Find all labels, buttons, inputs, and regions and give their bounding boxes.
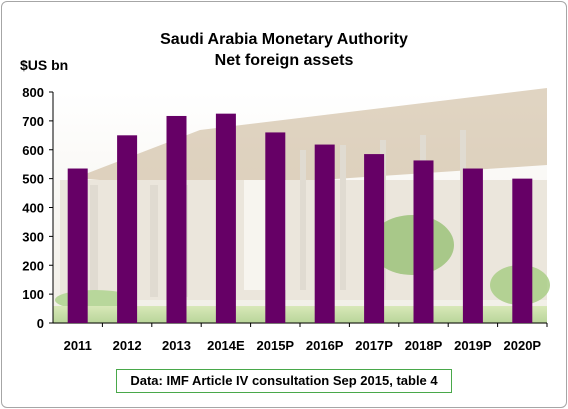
y-ticks: 0 100 200 300 400 500 600 700 800 xyxy=(22,85,53,331)
bar-2014E xyxy=(215,113,236,323)
y-tick-label: 700 xyxy=(22,114,44,129)
source-note: Data: IMF Article IV consultation Sep 20… xyxy=(116,369,452,393)
x-tick-label: 2020P xyxy=(504,338,542,353)
x-ticks: 2011 2012 2013 2014E 2015P 2016P 2017P 2018P 201… xyxy=(64,323,548,353)
x-tick-label: 2018P xyxy=(405,338,443,353)
bar-2015P xyxy=(265,132,286,323)
y-tick-label: 300 xyxy=(22,229,44,244)
bars xyxy=(67,113,533,323)
bar-2011 xyxy=(67,168,88,323)
y-tick-label: 200 xyxy=(22,258,44,273)
x-tick-label: 2013 xyxy=(162,338,191,353)
bar-2017P xyxy=(364,154,385,323)
x-tick-label: 2015P xyxy=(257,338,295,353)
bar-2016P xyxy=(314,144,335,323)
y-axis-label: $US bn xyxy=(20,57,69,73)
x-tick-label: 2012 xyxy=(113,338,142,353)
y-tick-label: 600 xyxy=(22,143,44,158)
x-tick-label: 2011 xyxy=(64,338,92,353)
bar-2018P xyxy=(413,160,434,323)
y-tick-label: 400 xyxy=(22,201,44,216)
y-tick-label: 500 xyxy=(22,172,44,187)
chart-subtitle: Net foreign assets xyxy=(214,52,354,69)
x-tick-label: 2017P xyxy=(355,338,393,353)
y-tick-label: 0 xyxy=(37,316,44,331)
chart-title: Saudi Arabia Monetary Authority xyxy=(160,31,408,48)
x-tick-label: 2016P xyxy=(306,338,344,353)
x-tick-label: 2014E xyxy=(207,338,245,353)
bar-2020P xyxy=(512,178,533,323)
bar-2019P xyxy=(462,168,483,323)
bar-2013 xyxy=(166,115,187,323)
y-tick-label: 800 xyxy=(22,85,44,100)
bar-2012 xyxy=(117,135,138,323)
x-tick-label: 2019P xyxy=(454,338,492,353)
y-tick-label: 100 xyxy=(22,287,44,302)
